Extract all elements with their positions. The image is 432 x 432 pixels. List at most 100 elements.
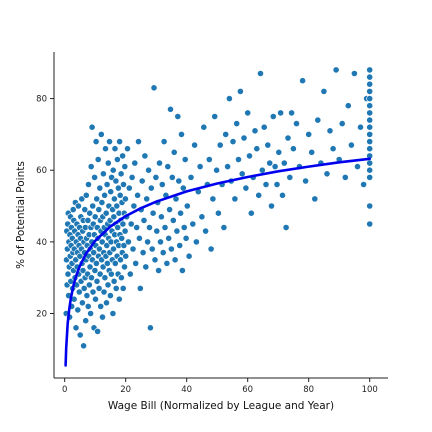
data-point <box>96 184 104 192</box>
data-point <box>135 138 142 145</box>
data-point <box>75 202 82 210</box>
data-point <box>164 163 172 170</box>
data-point <box>142 263 150 271</box>
data-point <box>124 145 131 153</box>
data-point <box>246 152 253 160</box>
data-point <box>149 209 157 217</box>
data-point <box>84 216 92 224</box>
data-point <box>255 191 263 199</box>
data-point <box>94 156 102 163</box>
data-point <box>111 259 119 267</box>
data-point <box>183 202 191 210</box>
data-point <box>302 177 309 185</box>
data-point <box>344 102 352 110</box>
data-point <box>91 173 98 181</box>
x-tick-label: 80 <box>303 385 314 395</box>
data-point <box>94 327 101 335</box>
data-point <box>107 292 114 299</box>
data-point <box>139 249 147 256</box>
data-point <box>299 77 306 85</box>
data-point <box>282 224 290 231</box>
data-point <box>354 163 361 170</box>
data-points <box>62 66 374 350</box>
data-point <box>72 324 80 332</box>
data-point <box>119 152 126 160</box>
data-point <box>224 163 231 170</box>
data-point <box>126 270 134 278</box>
data-point <box>341 173 349 181</box>
data-point <box>107 188 115 196</box>
data-point <box>98 256 105 264</box>
data-point <box>167 245 175 253</box>
data-point <box>98 238 106 246</box>
data-point <box>329 145 337 153</box>
data-point <box>75 288 83 296</box>
data-point <box>268 202 275 210</box>
data-point <box>113 202 121 210</box>
data-point <box>332 66 340 74</box>
data-point <box>153 227 161 235</box>
data-point <box>103 299 110 307</box>
data-point <box>110 213 118 221</box>
data-point <box>121 163 129 170</box>
data-point <box>182 234 190 242</box>
data-point <box>236 88 244 95</box>
data-point <box>78 195 86 203</box>
data-point <box>152 173 160 181</box>
data-point <box>192 238 200 246</box>
data-point <box>91 213 99 221</box>
data-point <box>82 191 90 199</box>
data-point <box>366 95 374 102</box>
data-point <box>157 213 165 221</box>
x-axis-label: Wage Bill (Normalized by League and Year… <box>108 400 334 412</box>
data-point <box>119 220 127 228</box>
y-axis-label: % of Potential Points <box>15 161 27 269</box>
data-point <box>95 206 103 213</box>
data-point <box>366 116 374 124</box>
data-point <box>266 159 274 167</box>
data-point <box>160 138 168 145</box>
data-point <box>187 173 195 181</box>
data-point <box>366 159 374 167</box>
data-point <box>88 123 96 131</box>
data-point <box>155 267 162 274</box>
data-point <box>366 130 374 138</box>
data-point <box>148 245 156 253</box>
fit-curve <box>64 157 371 367</box>
data-point <box>93 195 101 203</box>
data-point <box>110 277 118 285</box>
data-point <box>120 242 128 249</box>
data-point <box>74 306 82 314</box>
data-point <box>258 166 266 174</box>
data-point <box>366 173 374 181</box>
data-point <box>262 181 270 188</box>
data-point <box>169 216 177 224</box>
data-point <box>87 310 94 317</box>
data-point <box>144 238 151 246</box>
data-point <box>104 281 112 289</box>
data-point <box>97 130 105 138</box>
data-point <box>366 102 374 110</box>
data-point <box>127 220 135 228</box>
data-point <box>253 145 261 153</box>
y-tick-label: 40 <box>36 238 47 248</box>
data-point <box>323 170 331 178</box>
data-point <box>366 73 374 81</box>
data-point <box>366 138 374 145</box>
data-point <box>76 331 84 339</box>
data-point <box>89 202 97 210</box>
data-point <box>95 284 103 292</box>
data-point <box>121 227 129 235</box>
data-point <box>350 70 358 77</box>
data-point <box>360 181 367 188</box>
data-point <box>366 109 374 117</box>
x-tick-label: 40 <box>181 385 192 395</box>
data-point <box>98 199 106 206</box>
data-point <box>211 113 219 120</box>
data-point <box>121 263 128 271</box>
data-point <box>104 259 111 267</box>
data-point <box>99 313 106 321</box>
data-point <box>338 120 346 127</box>
data-point <box>145 166 152 174</box>
x-tick-label: 0 <box>62 385 67 395</box>
